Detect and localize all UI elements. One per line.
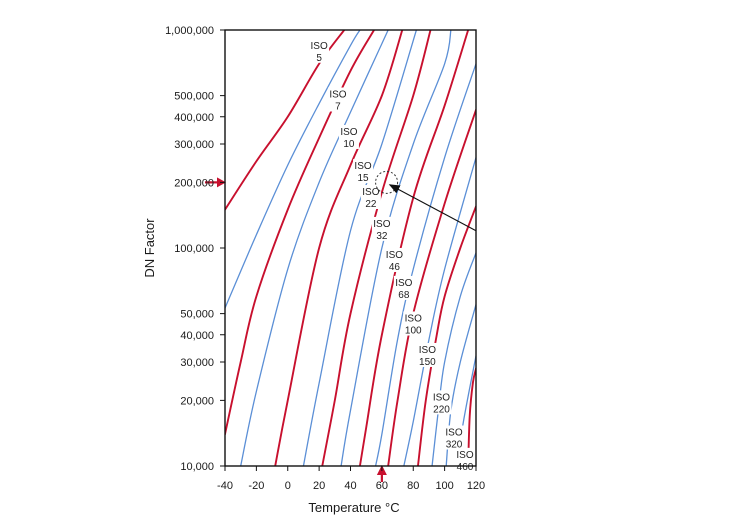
red-viscosity-curve-2	[225, 30, 375, 436]
iso-label-line1: ISO	[354, 161, 371, 172]
operating-point-circle	[375, 170, 399, 194]
x-axis-title: Temperature °C	[308, 500, 399, 515]
blue-viscosity-curve-3	[240, 30, 389, 466]
blue-viscosity-curve-1	[225, 30, 361, 309]
iso-label-line2: 220	[433, 404, 450, 415]
iso-label-line1: ISO	[445, 428, 462, 439]
y-tick-label: 500,000	[174, 91, 214, 103]
iso-label-background	[327, 87, 348, 112]
iso-label-line1: ISO	[329, 90, 346, 101]
iso-label-line1: ISO	[340, 127, 357, 138]
red-viscosity-curve-12	[417, 205, 476, 466]
iso-label-line2: 460	[457, 462, 474, 473]
red-viscosity-curve-4	[274, 30, 404, 466]
iso-label-line2: 7	[335, 102, 341, 113]
iso-label-background	[444, 425, 465, 450]
iso-label-background	[393, 275, 414, 300]
x-tick-label: 100	[435, 480, 453, 492]
x-tick-label: -20	[248, 480, 264, 492]
y-tick-label: 10,000	[180, 461, 214, 473]
iso-label-line1: ISO	[395, 278, 412, 289]
iso-label-line2: 68	[398, 290, 410, 301]
blue-viscosity-curve-11	[403, 156, 476, 466]
iso-label-background	[309, 38, 330, 63]
y-tick-label: 300,000	[174, 139, 214, 151]
curve-group	[225, 30, 476, 466]
x-tick-label: 40	[344, 480, 356, 492]
y-tick-label: 400,000	[174, 112, 214, 124]
iso-label-line1: ISO	[456, 450, 473, 461]
iso-label-background	[384, 247, 405, 272]
iso-label-line2: 15	[357, 173, 369, 184]
iso-label-background	[417, 342, 438, 367]
y-tick-label: 50,000	[180, 309, 214, 321]
x-tick-label: 60	[376, 480, 388, 492]
blue-viscosity-curve-5	[302, 30, 418, 466]
iso-label-line1: ISO	[419, 345, 436, 356]
iso-label-background	[431, 390, 452, 415]
red-viscosity-curve-16	[467, 367, 476, 466]
iso-label-line1: ISO	[311, 41, 328, 52]
iso-label-background	[353, 159, 374, 184]
iso-label-background	[371, 216, 392, 241]
iso-label-line2: 10	[343, 139, 355, 150]
iso-label-line2: 100	[405, 326, 422, 337]
iso-label-line1: ISO	[405, 314, 422, 325]
x-axis: -40 -20 0 20 40 60 80 100 120	[217, 466, 485, 492]
pointer-arrow	[388, 184, 477, 232]
y-tick-label: 20,000	[180, 395, 214, 407]
iso-label-line1: ISO	[386, 250, 403, 261]
iso-label-background	[360, 185, 381, 210]
blue-viscosity-curve-7	[340, 30, 452, 466]
iso-label-line2: 150	[419, 357, 436, 368]
red-viscosity-curve-6	[321, 30, 432, 466]
y-tick-label: 200,000	[174, 177, 214, 189]
y-axis: 10,000 20,000 30,000 40,000 50,000 100,000 200…	[165, 25, 225, 473]
iso-label-background	[403, 311, 424, 336]
iso-label-line2: 320	[446, 440, 463, 451]
x-tick-label: 0	[285, 480, 291, 492]
iso-label-line1: ISO	[433, 392, 450, 403]
y-tick-label: 30,000	[180, 357, 214, 369]
iso-label-group: ISO5ISO7ISO10ISO15ISO22ISO32ISO46ISO68IS…	[309, 38, 476, 473]
iso-label-line2: 5	[316, 53, 322, 64]
x-tick-label: -40	[217, 480, 233, 492]
y-axis-title: DN Factor	[142, 218, 157, 278]
iso-label-line1: ISO	[362, 187, 379, 198]
x-tick-label: 80	[407, 480, 419, 492]
y-tick-label: 40,000	[180, 330, 214, 342]
iso-label-line2: 32	[376, 231, 388, 242]
y-tick-label: 100,000	[174, 243, 214, 255]
x-tick-label: 20	[313, 480, 325, 492]
iso-label-line1: ISO	[373, 219, 390, 230]
iso-label-background	[338, 124, 359, 149]
blue-viscosity-curve-13	[431, 252, 476, 466]
iso-label-line2: 46	[389, 262, 401, 273]
iso-label-line2: 22	[365, 199, 377, 210]
x-tick-label: 120	[467, 480, 485, 492]
y-tick-label: 1,000,000	[165, 25, 214, 37]
